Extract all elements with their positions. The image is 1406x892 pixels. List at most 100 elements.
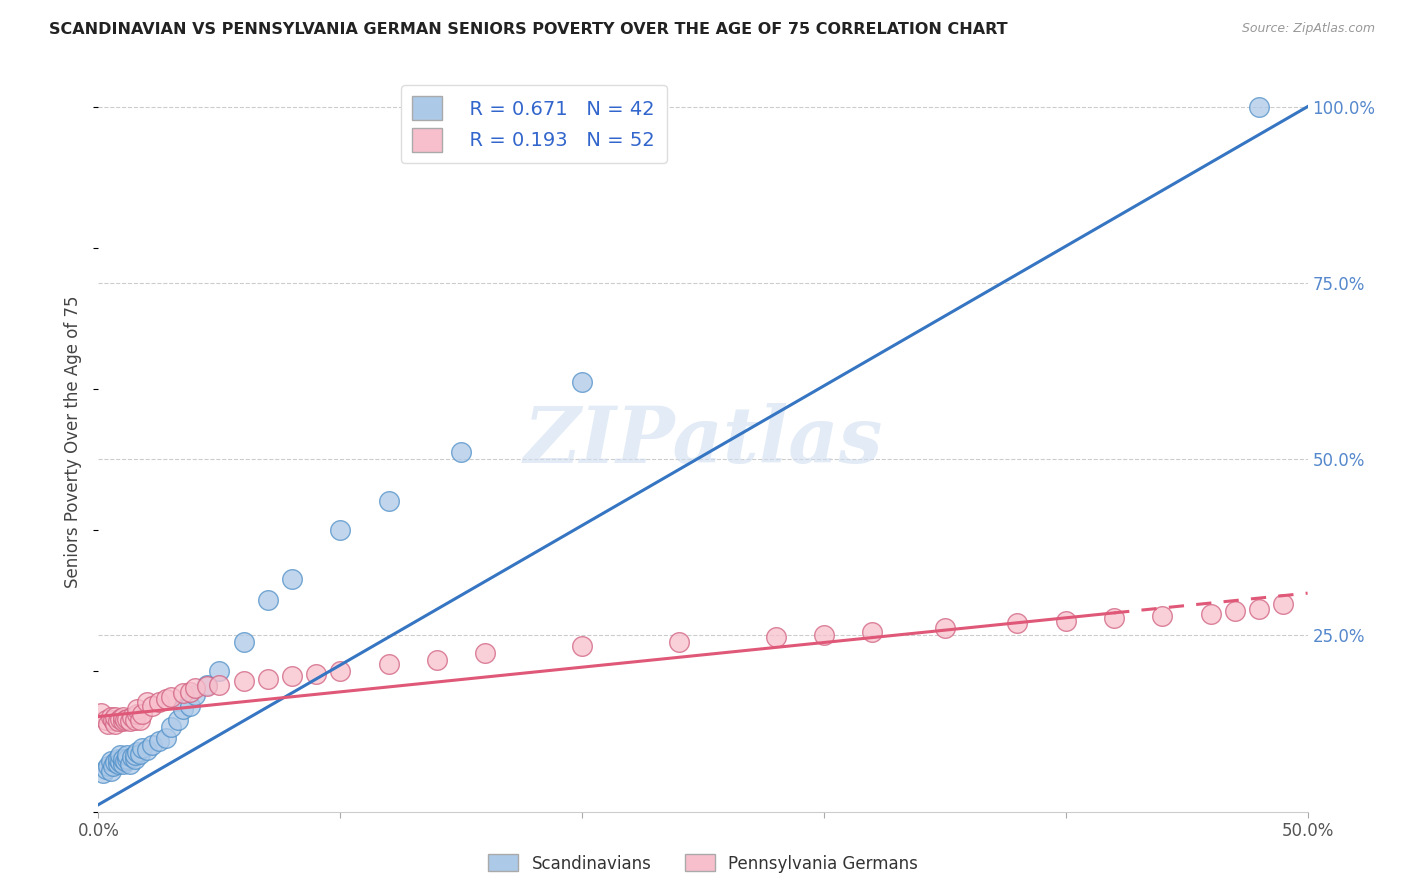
Point	[329, 664, 352, 678]
Point	[148, 734, 170, 748]
Point	[128, 713, 150, 727]
Point	[184, 681, 207, 696]
Point	[90, 706, 112, 720]
Point	[104, 709, 127, 723]
Point	[450, 445, 472, 459]
Legend:   R = 0.671   N = 42,   R = 0.193   N = 52: R = 0.671 N = 42, R = 0.193 N = 52	[401, 85, 666, 163]
Point	[155, 692, 177, 706]
Point	[94, 763, 117, 777]
Point	[1054, 615, 1077, 629]
Text: ZIPatlas: ZIPatlas	[523, 403, 883, 480]
Y-axis label: Seniors Poverty Over the Age of 75: Seniors Poverty Over the Age of 75	[65, 295, 83, 588]
Point	[128, 747, 150, 761]
Point	[121, 709, 143, 723]
Point	[813, 628, 835, 642]
Point	[474, 646, 496, 660]
Point	[256, 672, 278, 686]
Point	[111, 756, 134, 771]
Point	[111, 752, 134, 766]
Point	[232, 635, 254, 649]
Point	[107, 752, 129, 766]
Point	[111, 714, 134, 729]
Point	[668, 635, 690, 649]
Point	[179, 685, 201, 699]
Point	[141, 698, 163, 713]
Point	[100, 754, 122, 768]
Point	[172, 686, 194, 700]
Point	[232, 674, 254, 689]
Point	[1152, 608, 1174, 623]
Point	[124, 748, 146, 763]
Point	[108, 712, 131, 726]
Point	[329, 523, 352, 537]
Point	[160, 690, 183, 705]
Point	[114, 713, 136, 727]
Point	[127, 702, 149, 716]
Point	[131, 707, 153, 722]
Point	[208, 664, 231, 678]
Point	[124, 752, 146, 766]
Point	[104, 716, 127, 731]
Point	[377, 657, 399, 671]
Point	[118, 756, 141, 771]
Point	[148, 695, 170, 709]
Point	[167, 713, 190, 727]
Point	[135, 742, 157, 756]
Legend: Scandinavians, Pennsylvania Germans: Scandinavians, Pennsylvania Germans	[481, 847, 925, 880]
Point	[94, 713, 117, 727]
Point	[104, 756, 127, 770]
Point	[1249, 601, 1271, 615]
Point	[117, 748, 139, 763]
Point	[195, 679, 218, 693]
Point	[107, 714, 129, 729]
Point	[117, 712, 139, 726]
Point	[179, 698, 201, 713]
Point	[108, 756, 131, 770]
Point	[118, 714, 141, 729]
Point	[195, 678, 218, 692]
Point	[377, 494, 399, 508]
Point	[571, 375, 593, 389]
Point	[1272, 597, 1295, 611]
Point	[127, 707, 149, 722]
Point	[281, 572, 304, 586]
Point	[100, 709, 122, 723]
Point	[108, 748, 131, 763]
Point	[1102, 611, 1125, 625]
Point	[160, 720, 183, 734]
Text: Source: ZipAtlas.com: Source: ZipAtlas.com	[1241, 22, 1375, 36]
Point	[1249, 100, 1271, 114]
Point	[91, 766, 114, 780]
Point	[124, 713, 146, 727]
Point	[172, 702, 194, 716]
Point	[256, 593, 278, 607]
Point	[107, 756, 129, 771]
Point	[97, 716, 120, 731]
Point	[101, 713, 124, 727]
Point	[100, 764, 122, 778]
Point	[135, 695, 157, 709]
Point	[571, 639, 593, 653]
Point	[281, 669, 304, 683]
Point	[184, 689, 207, 703]
Point	[131, 741, 153, 756]
Point	[101, 759, 124, 773]
Point	[121, 749, 143, 764]
Point	[208, 678, 231, 692]
Point	[141, 738, 163, 752]
Text: SCANDINAVIAN VS PENNSYLVANIA GERMAN SENIORS POVERTY OVER THE AGE OF 75 CORRELATI: SCANDINAVIAN VS PENNSYLVANIA GERMAN SENI…	[49, 22, 1008, 37]
Point	[1223, 604, 1246, 618]
Point	[1007, 615, 1029, 630]
Point	[117, 752, 139, 766]
Point	[426, 653, 449, 667]
Point	[97, 759, 120, 773]
Point	[155, 731, 177, 745]
Point	[765, 630, 787, 644]
Point	[127, 745, 149, 759]
Point	[305, 667, 328, 681]
Point	[1199, 607, 1222, 622]
Point	[934, 621, 956, 635]
Point	[860, 624, 883, 639]
Point	[114, 754, 136, 768]
Point	[111, 709, 134, 723]
